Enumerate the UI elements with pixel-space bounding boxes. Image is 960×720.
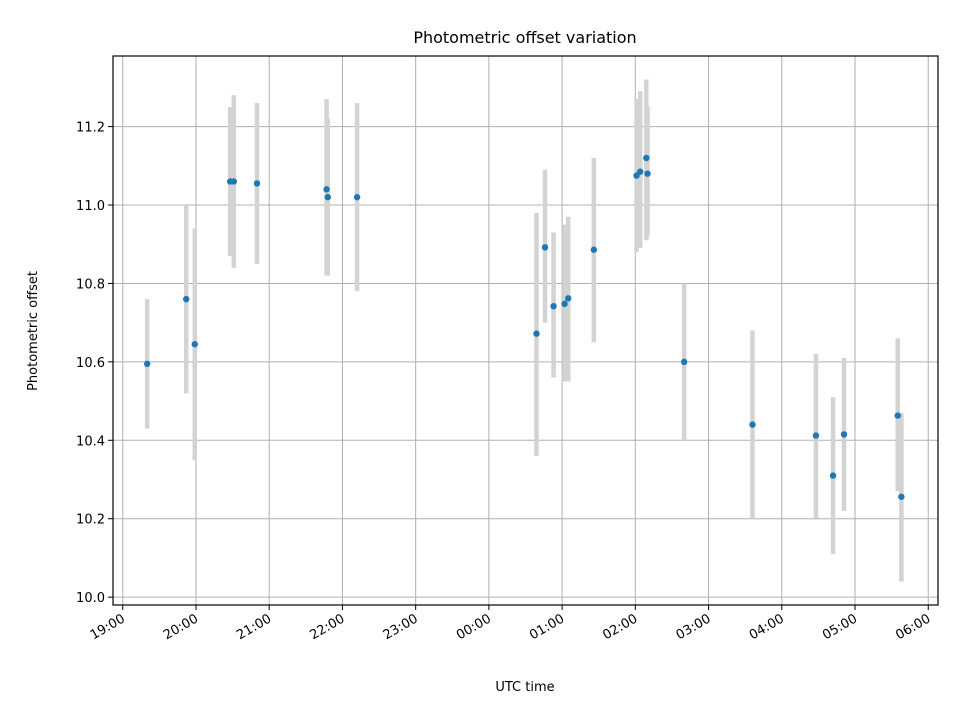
data-point	[894, 412, 901, 419]
data-point	[183, 295, 190, 303]
data-point	[143, 360, 151, 368]
y-tick-label: 10.4	[76, 434, 105, 449]
data-point	[324, 193, 331, 201]
data-point	[840, 431, 848, 438]
data-point	[590, 246, 598, 253]
plot-frame	[112, 55, 939, 606]
y-tick-label: 10.0	[76, 591, 105, 606]
data-point	[353, 193, 361, 201]
data-point	[533, 330, 540, 337]
data-points	[143, 154, 905, 500]
data-point	[644, 170, 651, 177]
data-point	[680, 358, 688, 366]
data-point	[749, 421, 756, 428]
data-point	[898, 493, 905, 500]
x-axis-label: UTC time	[495, 680, 554, 695]
y-tick-label: 10.8	[76, 277, 105, 292]
data-point	[323, 186, 330, 193]
y-tick-label: 11.2	[76, 121, 105, 136]
data-point	[829, 472, 837, 479]
y-tick-label: 10.2	[76, 513, 105, 528]
data-point	[253, 180, 261, 187]
data-point	[561, 300, 568, 308]
data-point	[541, 244, 549, 251]
data-point	[637, 168, 644, 175]
data-point	[643, 154, 650, 162]
y-tick-label: 11.0	[76, 199, 105, 214]
y-axis-ticks: 10.0 10.2 10.4 10.6 10.8 11.0 11.2	[76, 121, 113, 606]
y-tick-label: 10.6	[76, 356, 105, 371]
chart-title: Photometric offset variation	[413, 28, 636, 47]
data-point	[550, 302, 557, 310]
data-point	[230, 178, 238, 185]
y-axis-label: Photometric offset	[26, 271, 41, 391]
data-point	[565, 295, 572, 302]
data-point	[812, 432, 820, 439]
data-point	[191, 341, 198, 348]
